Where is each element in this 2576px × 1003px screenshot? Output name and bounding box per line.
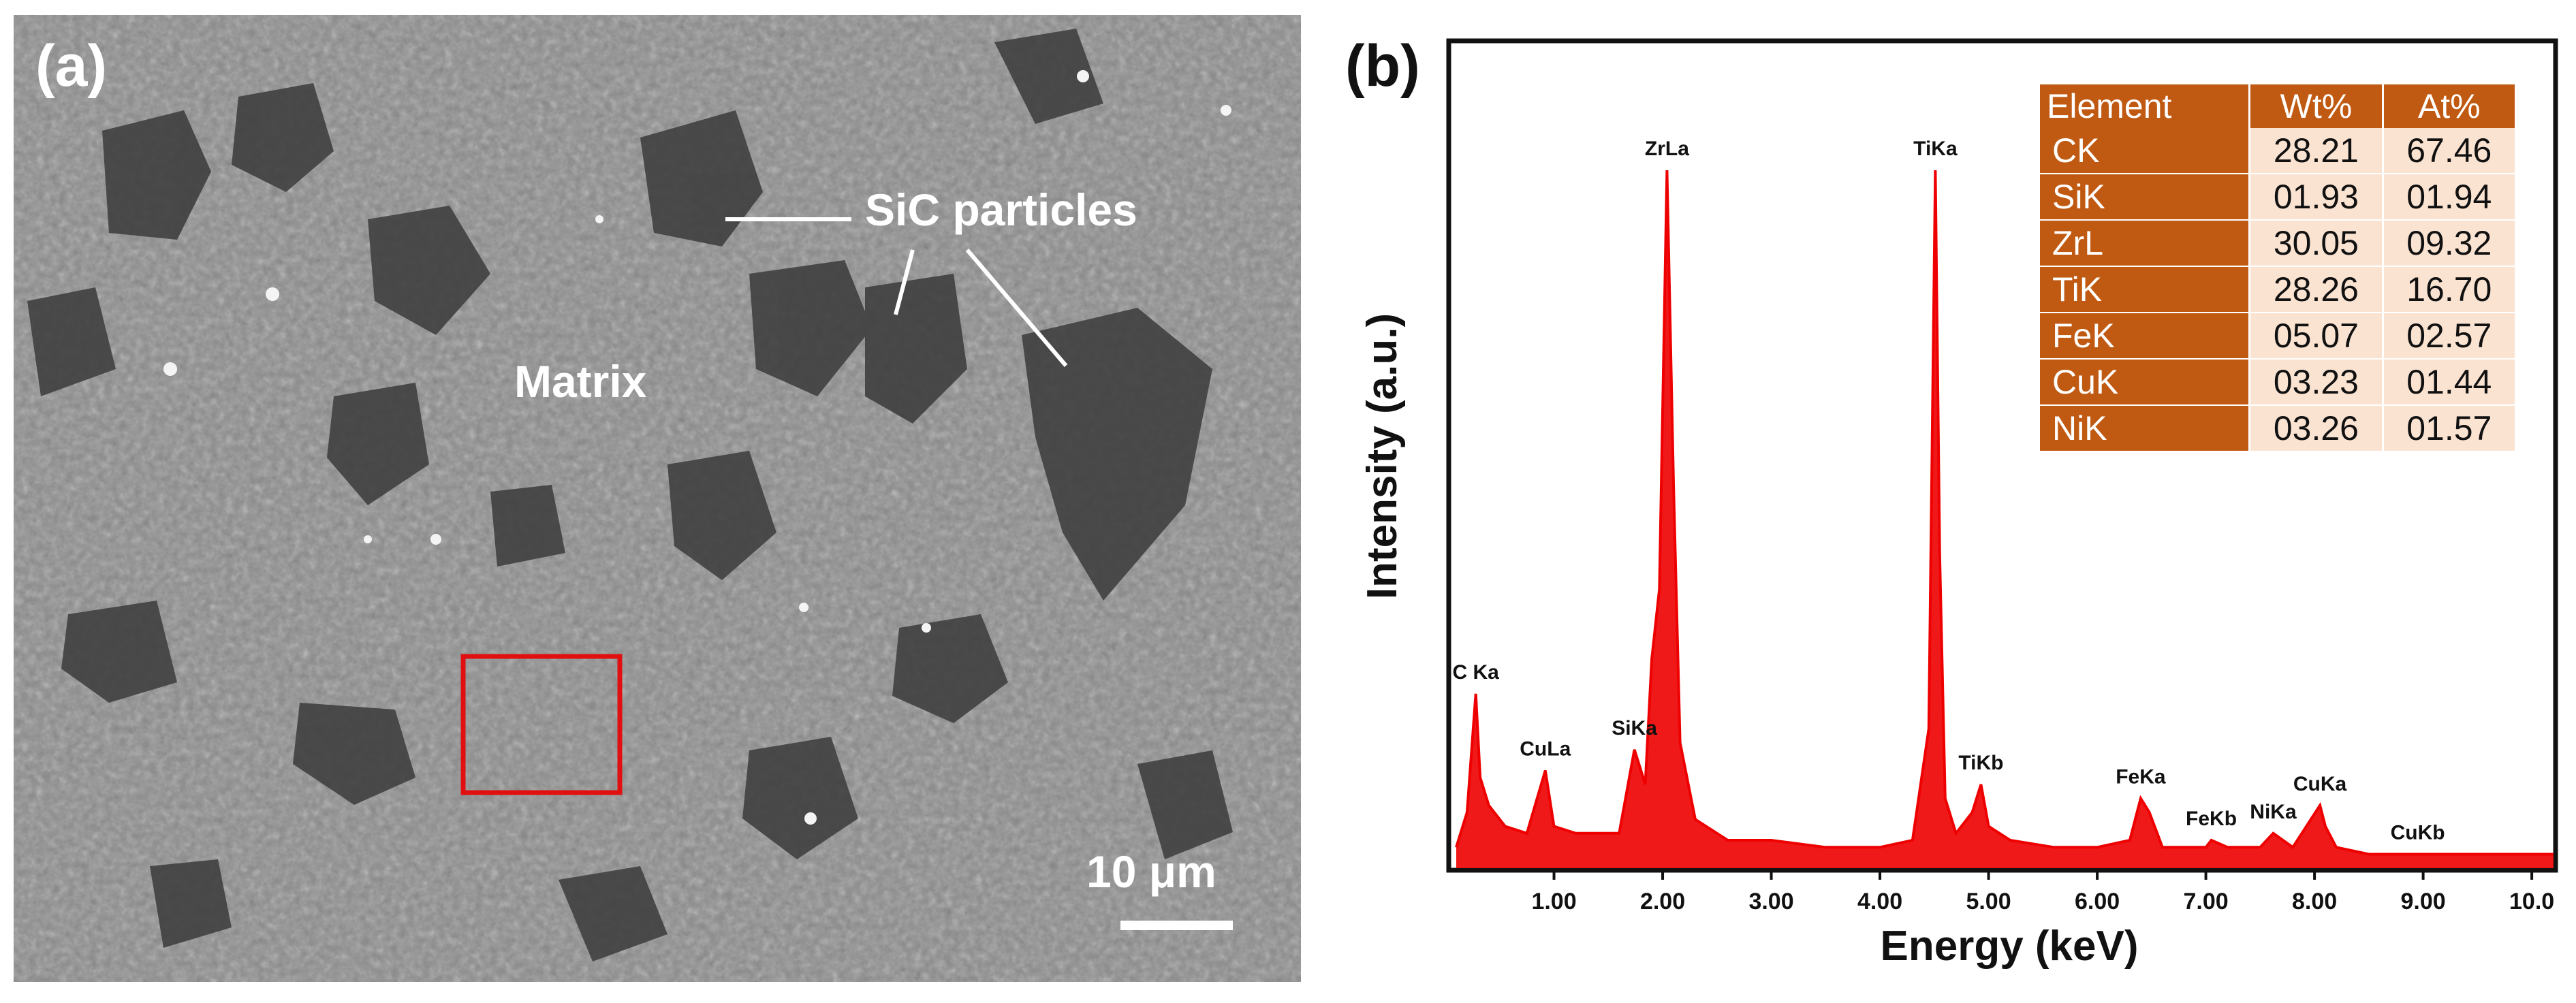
wt-cell: 05.07 [2249, 313, 2384, 360]
x-axis-ticks: 1.00 2.00 3.00 4.00 5.00 6.00 7.00 8.00 9.00 10.0 [1531, 870, 2554, 914]
x-tick-label: 6.00 [2075, 889, 2120, 914]
table-header-row: Element Wt% At% [2040, 84, 2517, 128]
x-tick-label: 4.00 [1857, 889, 1902, 914]
header-at: At% [2383, 84, 2517, 128]
x-tick-label: 7.00 [2183, 889, 2228, 914]
bright-inclusions [163, 70, 1231, 825]
table-row: ZrL 30.05 09.32 [2040, 220, 2517, 267]
table-row: CuK 03.23 01.44 [2040, 359, 2517, 406]
table-row: SiK 01.93 01.94 [2040, 174, 2517, 221]
table-row: NiK 03.26 01.57 [2040, 405, 2517, 452]
roi-box [460, 654, 623, 795]
x-tick-label: 8.00 [2292, 889, 2337, 914]
peak-label: NiKa [2250, 801, 2297, 823]
at-cell: 01.57 [2383, 405, 2517, 452]
x-axis-label: Energy (keV) [1880, 923, 2138, 970]
y-axis-label: Intensity (a.u.) [1359, 313, 1406, 599]
x-tick-label: 9.00 [2400, 889, 2445, 914]
element-cell: CuK [2040, 359, 2251, 406]
header-wt: Wt% [2249, 84, 2384, 128]
peak-label: TiKa [1913, 138, 1958, 160]
peak-label: C Ka [1453, 661, 1500, 684]
wt-cell: 28.26 [2249, 266, 2384, 313]
sem-texture [14, 15, 1301, 982]
element-cell: CK [2040, 128, 2251, 174]
element-cell: NiK [2040, 405, 2251, 452]
peak-labels: C Ka CuLa SiKa ZrLa TiKa TiKb FeKa FeKb NiKa CuKa… [1453, 138, 2445, 844]
peak-label: ZrLa [1645, 138, 1689, 160]
panel-b-label: (b) [1345, 33, 1420, 99]
sem-micrograph: SiC particles Matrix 10 μm [14, 15, 1301, 982]
scale-bar-label: 10 μm [1086, 846, 1216, 897]
peak-label: FeKa [2116, 766, 2166, 789]
wt-cell: 03.26 [2249, 405, 2384, 452]
annotation-lines [460, 217, 1233, 930]
peak-label: CuKa [2293, 773, 2347, 795]
plot-frame [1446, 38, 2558, 873]
wt-cell: 28.21 [2249, 128, 2384, 174]
element-composition-table: Element Wt% At% CK 28.21 67.46 SiK 01.93… [2040, 84, 2517, 452]
peak-label: TiKb [1958, 752, 2003, 774]
panel-a-label: (a) [35, 33, 108, 99]
at-cell: 16.70 [2383, 266, 2517, 313]
at-cell: 01.44 [2383, 359, 2517, 406]
x-tick-label: 1.00 [1531, 889, 1576, 914]
table-row: FeK 05.07 02.57 [2040, 313, 2517, 360]
scale-bar [1120, 921, 1233, 930]
x-tick-label: 3.00 [1748, 889, 1793, 914]
at-cell: 09.32 [2383, 220, 2517, 267]
sic-particles [27, 29, 1233, 961]
element-cell: ZrL [2040, 220, 2251, 267]
element-cell: SiK [2040, 174, 2251, 221]
wt-cell: 30.05 [2249, 220, 2384, 267]
x-tick-label: 5.00 [1966, 889, 2011, 914]
at-cell: 02.57 [2383, 313, 2517, 360]
at-cell: 01.94 [2383, 174, 2517, 221]
peak-label: FeKb [2186, 808, 2237, 830]
table-row: CK 28.21 67.46 [2040, 128, 2517, 174]
x-tick-label: 2.00 [1640, 889, 1685, 914]
element-cell: TiK [2040, 266, 2251, 313]
at-cell: 67.46 [2383, 128, 2517, 174]
table-row: TiK 28.26 16.70 [2040, 266, 2517, 313]
element-cell: FeK [2040, 313, 2251, 360]
wt-cell: 03.23 [2249, 359, 2384, 406]
x-tick-label: 10.0 [2509, 889, 2554, 914]
sic-particles-label: SiC particles [865, 185, 1137, 235]
peak-label: CuKb [2391, 822, 2445, 844]
peak-label: CuLa [1520, 738, 1571, 761]
matrix-label: Matrix [514, 356, 647, 407]
wt-cell: 01.93 [2249, 174, 2384, 221]
header-element: Element [2040, 84, 2251, 128]
peak-label: SiKa [1612, 717, 1657, 739]
